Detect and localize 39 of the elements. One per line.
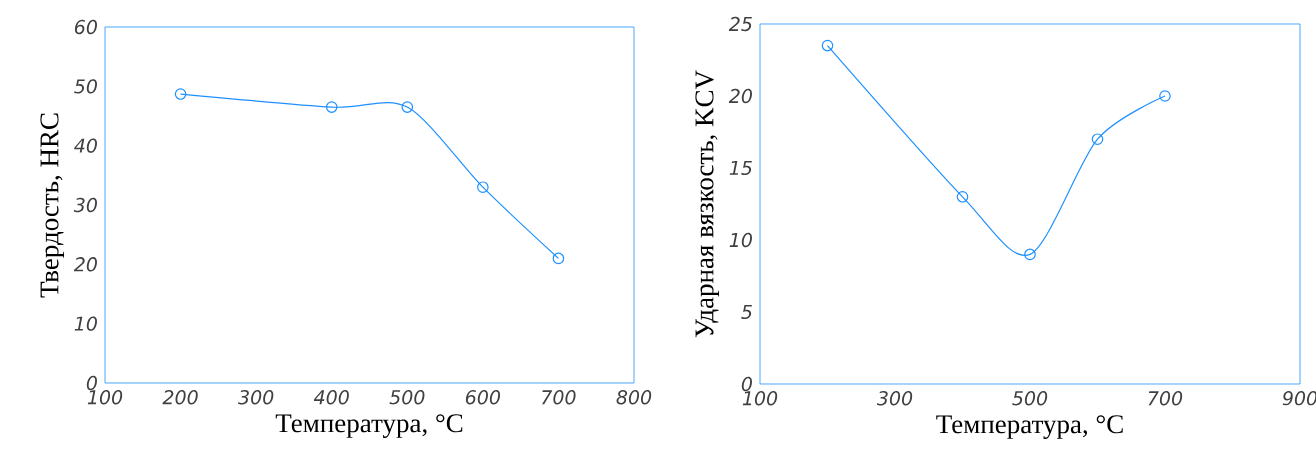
point xyxy=(821,39,834,52)
point xyxy=(1159,90,1171,102)
x-tick-label: 300 xyxy=(238,390,274,405)
y-tick-label: 0 xyxy=(86,375,97,391)
x-tick-label: 400 xyxy=(313,390,349,405)
y-tick-label: 5 xyxy=(741,304,752,320)
y-axis-title: Твердость, HRC xyxy=(40,113,65,298)
point xyxy=(401,101,414,113)
x-axis-title: Температура, °С xyxy=(936,415,1123,439)
x-tick-label: 700 xyxy=(542,390,576,405)
y-tick-label: 10 xyxy=(729,232,752,248)
y-tick-label: 60 xyxy=(74,19,97,35)
y-tick-label: 10 xyxy=(74,316,97,331)
x-tick-label: 100 xyxy=(87,390,123,405)
x-tick-label: 300 xyxy=(876,391,913,406)
y-tick-label: 30 xyxy=(73,197,97,213)
point xyxy=(1091,133,1104,145)
y-tick-label: 15 xyxy=(729,160,752,176)
point xyxy=(174,88,187,100)
x-tick-label: 100 xyxy=(742,391,778,406)
x-tick-label: 700 xyxy=(1148,391,1183,406)
point xyxy=(552,252,565,265)
x-axis-title: Температура, °С xyxy=(275,414,463,438)
y-tick-label: 0 xyxy=(741,376,752,392)
x-tick-label: 500 xyxy=(1012,391,1048,406)
x-tick-label: 200 xyxy=(162,390,198,405)
y-tick-label: 20 xyxy=(73,257,97,272)
x-tick-label: 500 xyxy=(389,390,425,405)
y-tick-label: 40 xyxy=(74,138,97,153)
y-tick-label: 50 xyxy=(74,79,97,94)
point xyxy=(1024,248,1036,261)
y-axis-title: Ударная вязкость, KCV xyxy=(695,70,720,338)
x-tick-label: 800 xyxy=(616,390,652,405)
point xyxy=(477,181,489,193)
point xyxy=(325,101,338,113)
point xyxy=(956,190,969,203)
y-tick-label: 25 xyxy=(728,16,752,32)
x-tick-label: 600 xyxy=(465,390,501,405)
y-tick-label: 20 xyxy=(728,88,752,104)
